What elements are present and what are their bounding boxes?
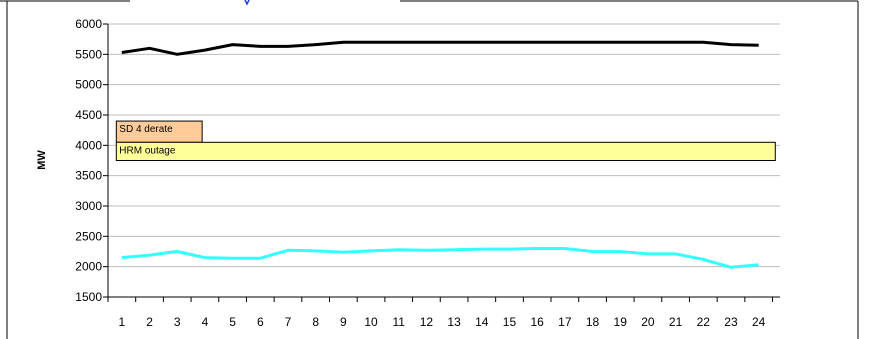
- x-tick-label: 19: [614, 315, 628, 329]
- y-tick-label: 2000: [75, 260, 102, 274]
- x-tick-label: 5: [229, 315, 236, 329]
- x-tick-labels: 1 2 3 4 5 6 7 8 9 10 11 12 13 14 15 16 17 18 19 20 21 22 23 24: [119, 315, 766, 329]
- x-tick-label: 23: [724, 315, 738, 329]
- y-tick-label: 5500: [75, 47, 102, 61]
- y-tick-label: 5000: [75, 78, 102, 92]
- x-tick-label: 15: [503, 315, 517, 329]
- x-tick-label: 6: [257, 315, 264, 329]
- x-tick-label: 16: [530, 315, 544, 329]
- annotations: SD 4 derate HRM outage: [115, 120, 776, 162]
- y-tick-label: 2500: [75, 229, 102, 243]
- y-axis-label: MW: [36, 150, 48, 170]
- annotation-box: [115, 141, 776, 162]
- x-tick-label: 12: [420, 315, 434, 329]
- x-tick-label: 17: [558, 315, 572, 329]
- x-tick-label: 14: [475, 315, 489, 329]
- x-tick-label: 24: [752, 315, 766, 329]
- series-line-2: [121, 247, 759, 269]
- y-tick-labels: 1500 2000 2500 3000 3500 4000 4500 5000 5500 6000: [75, 17, 102, 304]
- x-tick-label: 9: [340, 315, 347, 329]
- y-tick-label: 6000: [75, 17, 102, 31]
- x-tick-label: 7: [285, 315, 292, 329]
- y-tick-label: 3000: [75, 199, 102, 213]
- x-tick-label: 8: [312, 315, 319, 329]
- x-tick-label: 20: [641, 315, 655, 329]
- axes: [103, 23, 780, 302]
- y-tick-label: 4500: [75, 108, 102, 122]
- x-tick-label: 22: [697, 315, 711, 329]
- y-tick-label: 1500: [75, 290, 102, 304]
- series-line-1: [121, 40, 759, 56]
- x-tick-label: 1: [119, 315, 126, 329]
- annotation-label: SD 4 derate: [119, 124, 173, 135]
- x-tick-label: 10: [364, 315, 378, 329]
- series: [121, 40, 759, 269]
- x-tick-label: 18: [586, 315, 600, 329]
- y-tick-label: 3500: [75, 169, 102, 183]
- x-tick-label: 21: [669, 315, 683, 329]
- x-tick-label: 11: [392, 315, 405, 329]
- x-tick-label: 3: [174, 315, 181, 329]
- annotation-label: HRM outage: [119, 145, 176, 156]
- x-tick-label: 4: [202, 315, 209, 329]
- clipped-title-fragment: [244, 0, 250, 6]
- x-tick-label: 13: [447, 315, 461, 329]
- y-tick-label: 4000: [75, 138, 102, 152]
- x-tick-label: 2: [146, 315, 153, 329]
